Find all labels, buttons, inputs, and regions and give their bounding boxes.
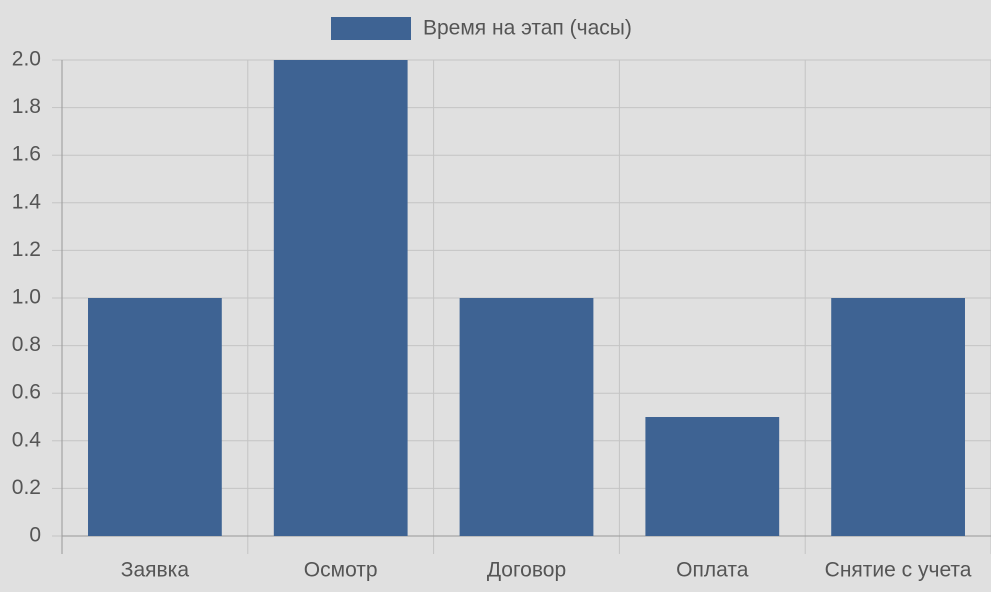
y-tick-label: 1.0 (12, 286, 41, 309)
y-tick-label: 0.6 (12, 381, 41, 404)
x-tick-label: Снятие с учета (825, 559, 972, 582)
legend-label: Время на этап (часы) (423, 17, 632, 40)
y-tick-label: 2.0 (12, 48, 41, 71)
y-tick-label: 1.6 (12, 143, 41, 166)
y-tick-label: 0.8 (12, 333, 41, 356)
bar (831, 298, 965, 536)
x-tick-label: Осмотр (304, 559, 378, 582)
y-tick-label: 0.2 (12, 476, 41, 499)
legend-swatch (331, 17, 411, 40)
bar (645, 417, 780, 536)
bar (273, 60, 408, 536)
x-tick-label: Договор (487, 559, 566, 582)
y-tick-label: 1.8 (12, 95, 41, 118)
y-tick-label: 0.4 (12, 428, 42, 451)
y-tick-label: 1.4 (12, 190, 42, 213)
x-tick-label: Заявка (121, 559, 190, 582)
bar (88, 298, 222, 536)
x-tick-label: Оплата (676, 559, 749, 582)
y-tick-label: 0 (29, 524, 41, 547)
bar (459, 298, 594, 536)
y-tick-label: 1.2 (12, 238, 41, 261)
